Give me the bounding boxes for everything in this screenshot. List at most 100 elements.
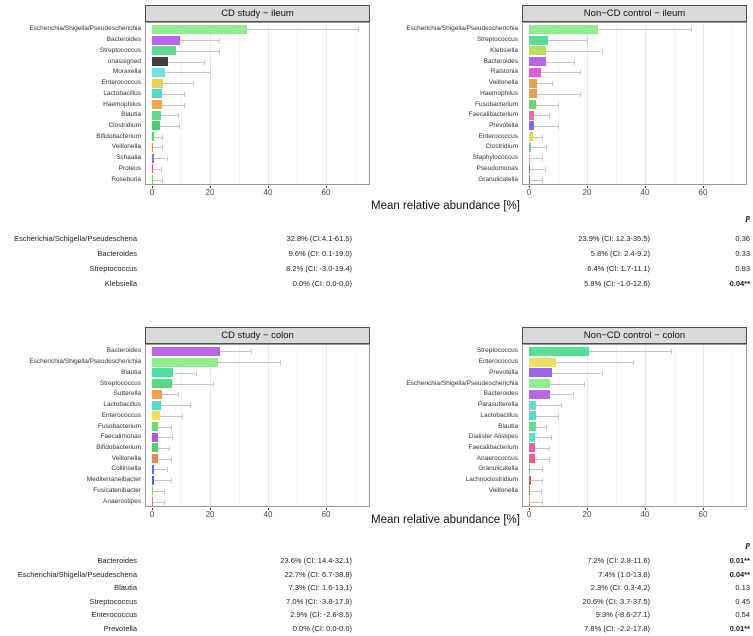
error-cap bbox=[542, 500, 543, 505]
bar bbox=[529, 175, 530, 184]
x-tick-label: 0 bbox=[140, 188, 164, 197]
error-cap bbox=[280, 360, 281, 365]
p-column-header-ileum: p bbox=[710, 212, 750, 222]
bar bbox=[529, 465, 530, 474]
error-cap bbox=[193, 81, 194, 86]
gridline bbox=[268, 345, 269, 506]
error-bar bbox=[534, 126, 558, 127]
bar bbox=[529, 411, 536, 420]
y-axis-label: Faecalimonas bbox=[0, 432, 141, 442]
error-cap bbox=[558, 414, 559, 419]
bar bbox=[152, 454, 158, 463]
error-cap bbox=[164, 489, 165, 494]
error-bar bbox=[180, 40, 219, 41]
p-value: 0.01** bbox=[730, 624, 750, 633]
gridline bbox=[674, 23, 675, 184]
error-bar bbox=[537, 94, 580, 95]
bar bbox=[152, 476, 154, 485]
error-bar bbox=[220, 351, 250, 352]
p-value: 0.33 bbox=[735, 249, 750, 258]
bar bbox=[152, 57, 168, 66]
error-bar bbox=[168, 62, 204, 63]
error-bar bbox=[161, 115, 178, 116]
bar bbox=[529, 486, 530, 495]
bar bbox=[152, 100, 162, 109]
y-axis-label: Anaerococcus bbox=[377, 454, 518, 464]
error-cap bbox=[551, 435, 552, 440]
error-bar bbox=[530, 158, 542, 159]
y-axis-label: Schaalia bbox=[0, 153, 141, 163]
bar bbox=[529, 154, 530, 163]
error-bar bbox=[534, 115, 549, 116]
error-bar bbox=[153, 491, 164, 492]
error-cap bbox=[558, 103, 559, 108]
error-bar bbox=[533, 137, 542, 138]
x-tick-label: 20 bbox=[198, 188, 222, 197]
facet-title: CD study − ileum bbox=[145, 5, 370, 22]
x-tick-label: 40 bbox=[256, 188, 280, 197]
error-cap bbox=[167, 156, 168, 161]
bar bbox=[529, 57, 546, 66]
genus-label: Blautia bbox=[114, 583, 137, 592]
gridline bbox=[732, 345, 733, 506]
y-axis-label: Enterococcus bbox=[0, 411, 141, 421]
error-cap bbox=[542, 135, 543, 140]
error-cap bbox=[587, 38, 588, 43]
error-cap bbox=[161, 167, 162, 172]
error-bar bbox=[548, 40, 587, 41]
bar bbox=[529, 379, 550, 388]
y-axis-label: Granulicatella bbox=[377, 175, 518, 185]
gridline bbox=[732, 23, 733, 184]
error-cap bbox=[178, 392, 179, 397]
error-cap bbox=[546, 425, 547, 430]
error-cap bbox=[178, 113, 179, 118]
error-bar bbox=[536, 105, 558, 106]
error-bar bbox=[530, 469, 542, 470]
error-cap bbox=[213, 382, 214, 387]
error-bar bbox=[541, 72, 580, 73]
genus-label: Prevotella bbox=[104, 624, 137, 633]
bar bbox=[529, 476, 531, 485]
y-axis-label: Bifidobacterium bbox=[0, 132, 141, 142]
y-axis-label: Streptococcus bbox=[377, 346, 518, 356]
bar bbox=[152, 433, 158, 442]
error-cap bbox=[167, 467, 168, 472]
gridline bbox=[297, 345, 298, 506]
error-bar bbox=[154, 137, 162, 138]
p-value: 0.04** bbox=[730, 570, 750, 579]
gridline bbox=[558, 345, 559, 506]
gridline bbox=[587, 23, 588, 184]
error-cap bbox=[549, 113, 550, 118]
error-bar bbox=[589, 351, 671, 352]
error-bar bbox=[172, 384, 213, 385]
y-axis-label: Escherichia/Shigella/Pseudescherichia bbox=[0, 357, 141, 367]
genus-label: Klebsiella bbox=[105, 279, 137, 288]
gridline bbox=[181, 345, 182, 506]
bar bbox=[152, 36, 180, 45]
y-axis-label: Veillonella bbox=[0, 142, 141, 152]
bar bbox=[529, 46, 546, 55]
error-bar bbox=[165, 72, 210, 73]
error-bar bbox=[531, 147, 547, 148]
y-axis-label: Klebsiella bbox=[377, 46, 518, 56]
bar bbox=[152, 68, 165, 77]
bar bbox=[152, 175, 153, 184]
error-cap bbox=[219, 38, 220, 43]
y-axis-label: Bifidobacterium bbox=[0, 443, 141, 453]
error-bar bbox=[530, 169, 545, 170]
y-axis-label: Streptococcus bbox=[377, 35, 518, 45]
bar bbox=[152, 79, 163, 88]
error-bar bbox=[162, 105, 184, 106]
plot-panel bbox=[145, 22, 370, 185]
x-tick-label: 20 bbox=[575, 188, 599, 197]
gridline bbox=[645, 23, 646, 184]
bar bbox=[152, 486, 153, 495]
genus-label: Enterococcus bbox=[92, 610, 137, 619]
y-axis-label: Blautia bbox=[0, 368, 141, 378]
